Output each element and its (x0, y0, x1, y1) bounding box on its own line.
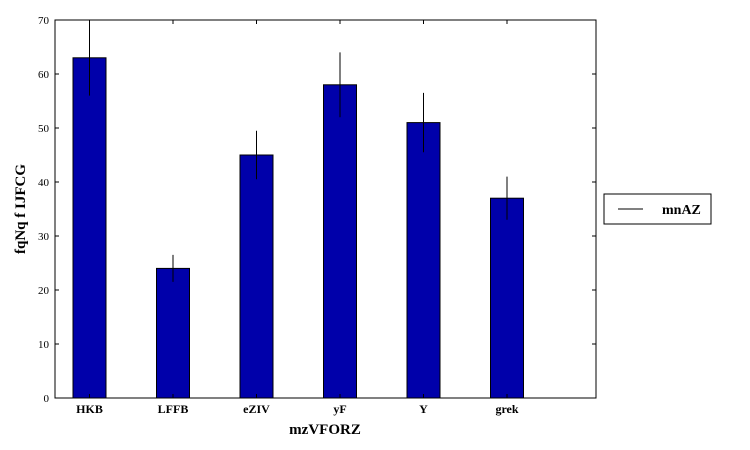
x-tick-label-grek: grek (495, 402, 518, 416)
bars-group (72, 57, 524, 399)
error-bars-group (89, 20, 508, 282)
bar-yF (323, 84, 357, 399)
y-tick-label-40: 40 (38, 177, 50, 189)
bar-Y (406, 122, 441, 399)
legend: mnAZ (603, 193, 712, 225)
x-tick-label-HKB: HKB (76, 402, 103, 416)
y-axis: 0 10 20 30 40 50 60 70 (38, 15, 596, 405)
legend-label: mnAZ (662, 203, 701, 218)
x-tick-label-LFFB: LFFB (158, 402, 189, 416)
x-tick-label-yF: yF (333, 402, 346, 416)
bar-grek (490, 197, 524, 399)
plot-frame (54, 19, 597, 399)
bar-eZIV (239, 154, 274, 399)
y-tick-label-30: 30 (38, 231, 50, 243)
y-tick-label-20: 20 (38, 285, 50, 297)
bar-LFFB (156, 267, 190, 399)
x-tick-label-Y: Y (419, 402, 428, 416)
y-tick-label-60: 60 (38, 69, 50, 81)
x-axis-title: mzVFORZ (289, 422, 361, 438)
bar-HKB (72, 57, 107, 399)
y-tick-label-10: 10 (38, 339, 50, 351)
y-tick-label-0: 0 (44, 393, 50, 405)
y-tick-label-70: 70 (38, 15, 50, 27)
y-tick-label-50: 50 (38, 123, 50, 135)
x-tick-label-eZIV: eZIV (243, 402, 270, 416)
y-axis-title: fqNq f IJFCG (13, 164, 29, 254)
